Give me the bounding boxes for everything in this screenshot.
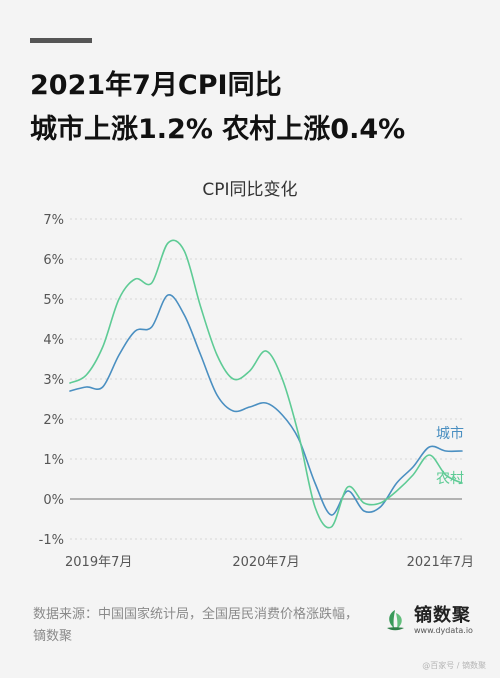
top-accent-bar [30,38,92,43]
brand-logo: 镝数聚 www.dydata.io [383,606,473,636]
leaf-logo-icon [387,610,404,631]
brand-name: 镝数聚 [414,605,471,626]
y-tick-label: 6% [43,253,64,268]
watermark: @百家号 / 镝数聚 [422,661,486,670]
y-tick-label: 2% [43,413,64,428]
y-tick-label: 1% [43,453,64,468]
y-tick-label: 5% [43,293,64,308]
headline-line-2: 城市上涨1.2% 农村上涨0.4% [30,114,406,145]
x-tick-label: 2019年7月 [65,555,132,570]
series-line-city [69,294,463,516]
series-line-rural [69,239,463,529]
y-tick-label: 7% [43,213,64,228]
series-label: 农村 [436,471,464,487]
chart-title: CPI同比变化 [202,180,298,200]
cpi-line-chart: -1% 0% 1% 2% 3% 4% 5% 6% 7% 2019年7月 2020年7月 2021年7月… [39,213,474,570]
series-label: 城市 [436,425,464,442]
x-tick-label: 2021年7月 [407,555,474,570]
y-tick-label: 3% [43,373,64,388]
brand-url: www.dydata.io [414,626,473,635]
y-tick-label: 0% [43,493,64,508]
headline: 2021年7月CPI同比 城市上涨1.2% 农村上涨0.4% [30,64,480,152]
x-tick-label: 2020年7月 [232,555,299,570]
data-source-note: 数据来源：中国国家统计局，全国居民消费价格涨跌幅，镝数聚 [33,607,359,644]
y-tick-label: -1% [39,533,64,548]
headline-line-1: 2021年7月CPI同比 [30,70,282,101]
y-tick-label: 4% [43,333,64,348]
